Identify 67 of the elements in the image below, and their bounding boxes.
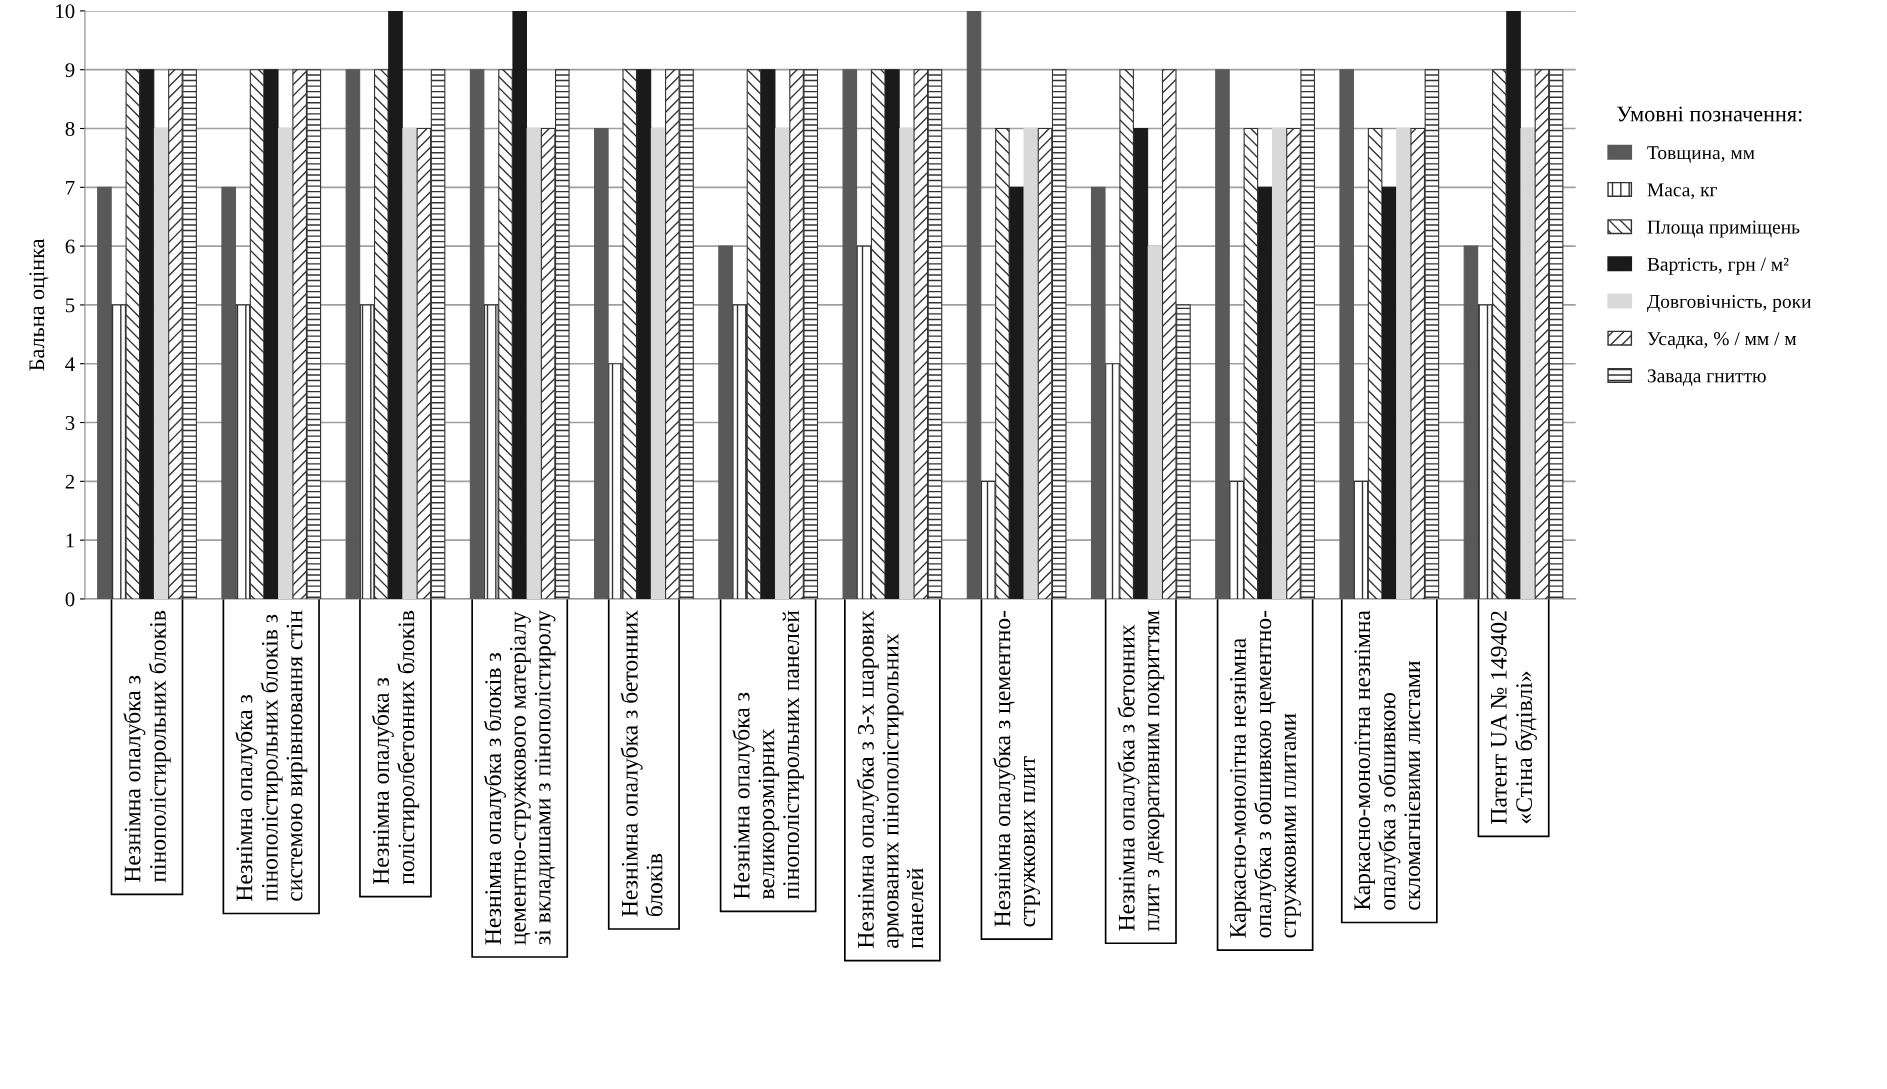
bar <box>1339 69 1355 599</box>
x-tick-label: Незнімна опалубка з бетонних плит з декоративним покриттям <box>1117 610 1165 932</box>
bar <box>594 127 609 599</box>
bar <box>1396 127 1411 599</box>
bar <box>139 69 155 599</box>
bar <box>402 127 417 599</box>
y-tick-label: 0 <box>65 592 75 607</box>
y-tick-label: 4 <box>65 357 75 371</box>
bar <box>760 69 776 599</box>
bar <box>1009 186 1024 599</box>
bar <box>1257 186 1273 599</box>
y-tick-label: 7 <box>66 180 75 195</box>
y-tick-label: 6 <box>65 239 75 254</box>
y-tick-label: 9 <box>65 63 75 78</box>
legend-label: Маса, кг <box>1647 183 1717 200</box>
bar <box>526 127 542 599</box>
legend-label: Усадка, % / мм / м <box>1647 332 1797 349</box>
bar <box>153 127 169 599</box>
bar <box>718 245 733 599</box>
legend-title: Умовні позначення: <box>1617 106 1802 122</box>
bar <box>1023 127 1039 599</box>
y-tick-label: 5 <box>65 298 75 313</box>
legend-label: Вартість, грн / м² <box>1647 257 1789 275</box>
bar <box>388 10 403 599</box>
bar <box>221 186 236 599</box>
bar <box>1133 127 1149 599</box>
bar <box>345 69 361 599</box>
bar <box>1520 127 1536 599</box>
x-tick-label: Незнімна опалубка з полістиролбетонних блоків <box>371 610 420 885</box>
y-tick-label: 1 <box>66 533 74 548</box>
y-tick-label: 10 <box>56 4 75 19</box>
legend-label: Товщина, мм <box>1647 146 1755 164</box>
x-tick-label: Незнімна опалубка з пінополістирольних блоків <box>123 610 171 883</box>
y-tick-label: 3 <box>65 415 75 430</box>
legend-label: Довговічність, роки <box>1647 294 1812 312</box>
y-tick-label: 2 <box>65 474 75 489</box>
bar <box>885 69 900 599</box>
bar <box>1506 10 1521 599</box>
y-axis-title: Бальна оцінка <box>29 238 49 371</box>
bar <box>1463 245 1479 599</box>
x-tick-label: Патент UA № 149402 «Стіна будівлі» <box>1490 611 1537 824</box>
bar <box>97 186 112 599</box>
bar <box>636 69 652 599</box>
x-tick-label: Каркасно-монолітна незнімна опалубка з обшивкою скломагнієвими листами <box>1354 610 1421 911</box>
bar <box>469 69 485 599</box>
bar <box>512 10 528 599</box>
bar <box>263 69 279 599</box>
bar <box>1215 69 1230 599</box>
x-tick-label: Незнімна опалубка з бетонних блоків <box>620 610 663 917</box>
legend-label: Завада гниттю <box>1647 369 1766 386</box>
bar <box>842 69 858 599</box>
bar <box>966 10 982 599</box>
bar <box>650 127 666 599</box>
bar <box>1090 186 1106 599</box>
x-tick-label: Незнімна опалубка з 3-х шарових армованих пінополістирольних панелей <box>856 610 924 949</box>
x-tick-label: Незнімна опалубка з блоків з цементно-стружкового матеріалу зі вкладишами з пінополістиролу <box>483 610 556 945</box>
bar <box>775 127 790 599</box>
legend-label: Площа приміщень <box>1647 220 1800 238</box>
bar <box>899 127 914 599</box>
y-tick-label: 8 <box>65 121 75 136</box>
bar <box>1382 186 1397 599</box>
bar <box>278 127 293 599</box>
x-tick-label: Каркасно-монолітна незнімна опалубка з обшивкою цементно- стружковими плитами <box>1230 610 1301 938</box>
x-tick-label: Незнімна опалубка з пінополістирольних блоків з системою вирівнювання стін <box>235 610 308 902</box>
bar <box>1271 127 1287 599</box>
x-tick-label: Незнімна опалубка з великорозмірних пінополістирольних панелей <box>732 610 804 900</box>
bar <box>1147 245 1163 599</box>
